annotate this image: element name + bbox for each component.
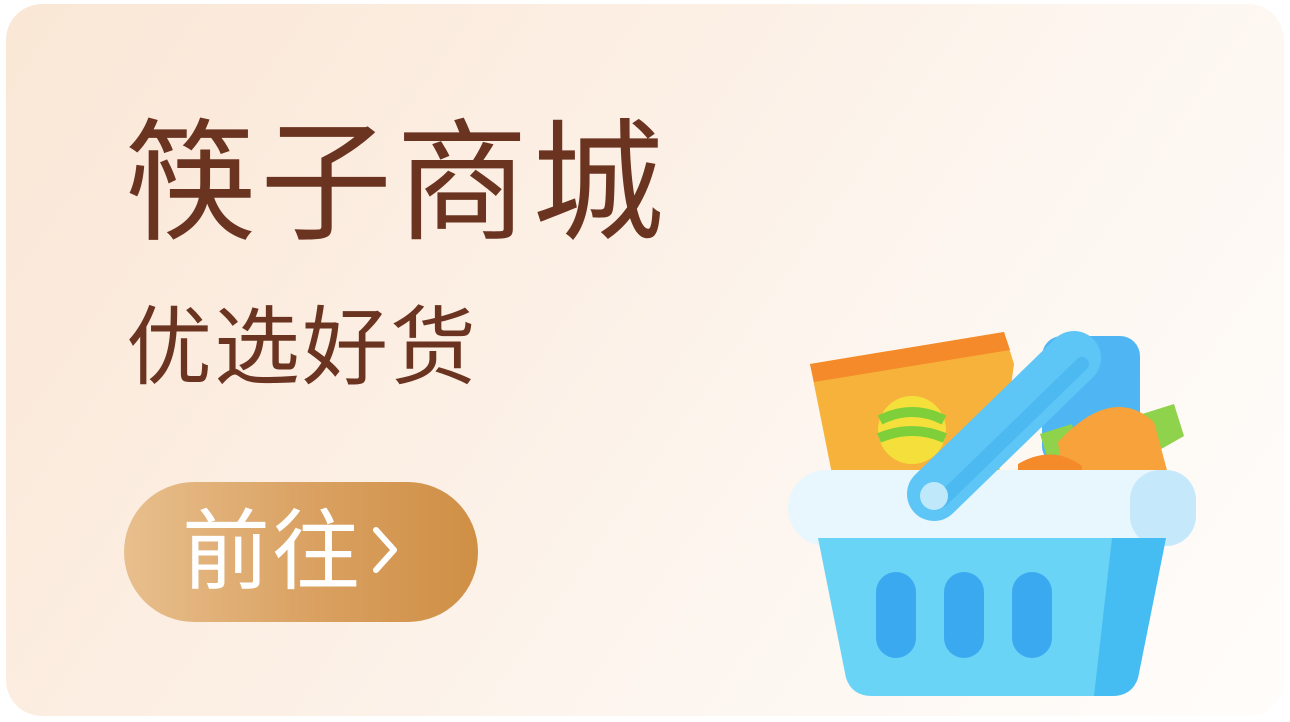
go-button[interactable]: 前往 (124, 482, 478, 622)
chevron-right-icon (368, 520, 402, 584)
mall-banner-card[interactable]: 筷子商城 优选好货 前往 (6, 4, 1284, 716)
banner-subtitle: 优选好货 (126, 298, 478, 398)
banner-title: 筷子商城 (124, 107, 668, 261)
shopping-basket-icon (782, 324, 1202, 708)
go-button-label: 前往 (182, 500, 363, 603)
